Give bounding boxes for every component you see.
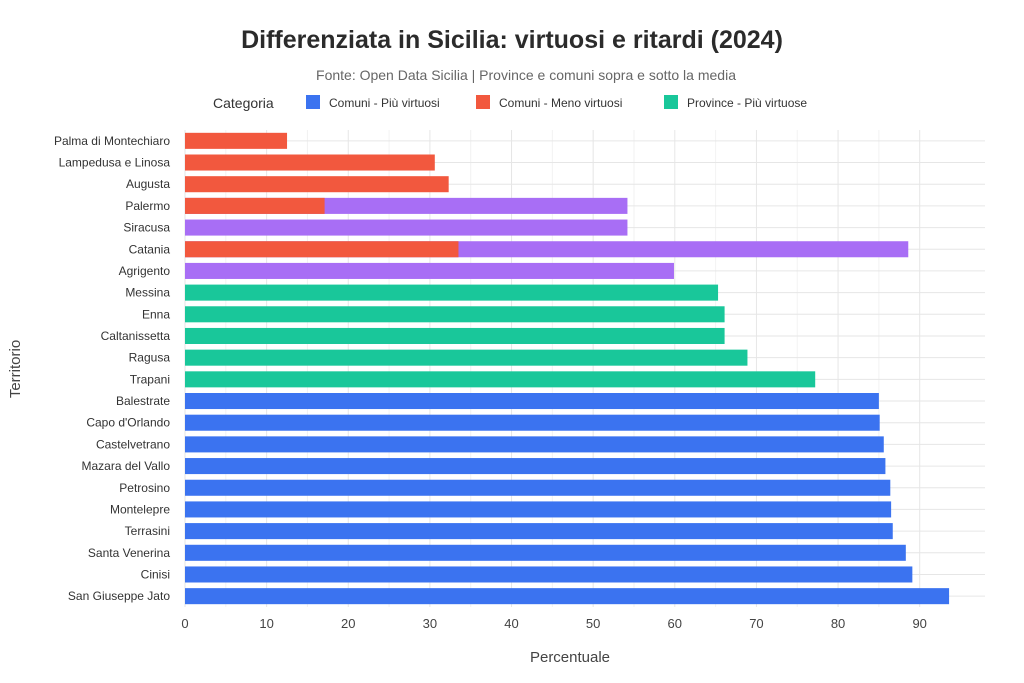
bar-capo-d-orlando-s0 [185,414,880,431]
x-axis-title: Percentuale [530,649,610,666]
bar-lampedusa-e-linosa-s1 [185,154,435,171]
bar-petrosino-s0 [185,479,891,496]
category-label: Catania [129,242,171,256]
bar-catania-s1 [185,241,459,258]
bar-caltanissetta-s2 [185,327,725,344]
legend-label: Comuni - Meno virtuosi [499,96,622,110]
category-label: Lampedusa e Linosa [59,156,171,170]
bar-castelvetrano-s0 [185,436,884,453]
category-label: Terrasini [125,524,170,538]
bar-augusta-s1 [185,176,449,193]
category-label: San Giuseppe Jato [68,589,170,603]
bar-siracusa-s3 [185,219,628,236]
legend-swatch [664,95,678,109]
category-label: Balestrate [116,394,170,408]
x-tick-label: 20 [341,616,355,631]
category-label: Capo d'Orlando [86,416,170,430]
category-label: Augusta [126,177,170,191]
category-label: Santa Venerina [88,546,170,560]
category-label: Siracusa [123,221,170,235]
bar-agrigento-s3 [185,262,674,279]
chart-subtitle: Fonte: Open Data Sicilia | Province e co… [316,67,736,83]
category-label: Montelepre [110,502,170,516]
category-label: Enna [142,307,170,321]
category-label: Caltanissetta [101,329,171,343]
bar-santa-venerina-s0 [185,544,906,561]
legend-swatch [306,95,320,109]
x-tick-labels: 0 10 20 30 40 50 60 70 80 90 [181,616,927,631]
bar-ragusa-s2 [185,349,748,366]
x-tick-label: 90 [912,616,926,631]
legend-label: Comuni - Più virtuosi [329,96,440,110]
bar-messina-s2 [185,284,719,301]
category-label: Mazara del Vallo [82,459,171,473]
category-label: Palermo [125,199,170,213]
bar-san-giuseppe-jato-s0 [185,588,950,605]
y-axis-title: Territorio [7,340,24,398]
legend-swatch [476,95,490,109]
x-tick-label: 70 [749,616,763,631]
bar-trapani-s2 [185,371,816,388]
x-tick-label: 40 [504,616,518,631]
category-labels: Palma di Montechiaro Lampedusa e Linosa Au… [54,134,170,603]
category-label: Cinisi [141,567,170,581]
bar-balestrate-s0 [185,393,879,410]
x-tick-label: 50 [586,616,600,631]
bar-palma-di-montechiaro-s1 [185,132,288,149]
bars [185,132,950,605]
category-label: Trapani [130,372,170,386]
category-label: Petrosino [119,481,170,495]
category-label: Castelvetrano [96,437,170,451]
x-tick-label: 10 [259,616,273,631]
bar-terrasini-s0 [185,523,893,540]
legend: Comuni - Più virtuosi Comuni - Meno virtu… [306,95,807,110]
category-label: Messina [125,286,170,300]
legend-title: Categoria [213,95,274,111]
category-label: Agrigento [119,264,171,278]
x-tick-label: 30 [423,616,437,631]
x-tick-label: 60 [668,616,682,631]
bar-cinisi-s0 [185,566,913,583]
category-label: Ragusa [129,351,171,365]
chart-title: Differenziata in Sicilia: virtuosi e rit… [241,26,783,54]
category-label: Palma di Montechiaro [54,134,170,148]
bar-mazara-del-vallo-s0 [185,458,886,475]
bar-montelepre-s0 [185,501,892,518]
x-tick-label: 0 [181,616,188,631]
bar-palermo-s1 [185,197,325,214]
x-tick-label: 80 [831,616,845,631]
legend-label: Province - Più virtuose [687,96,807,110]
bar-enna-s2 [185,306,725,323]
